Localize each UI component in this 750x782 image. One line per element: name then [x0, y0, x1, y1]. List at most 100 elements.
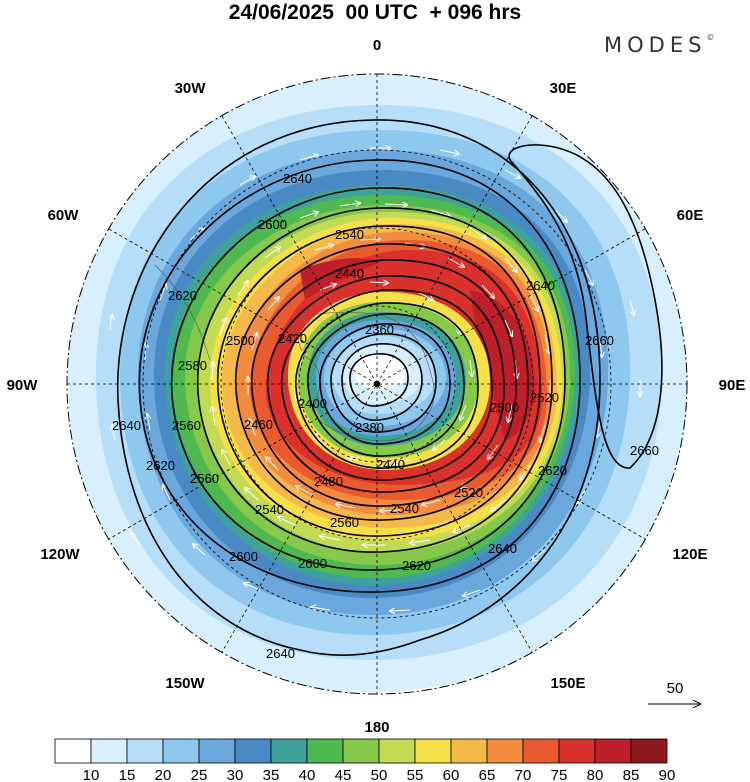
- colorbar-swatch: [594, 738, 632, 764]
- contour-label-2560-left: 2560: [190, 471, 219, 486]
- core-10: [354, 354, 406, 390]
- colorbar-tick-label: 90: [659, 767, 676, 782]
- contour-2500: [266, 275, 505, 493]
- contour-label-2600-left: 2600: [229, 549, 258, 564]
- colorbar-swatch: [630, 738, 668, 764]
- colorbar-tick-label: 35: [263, 767, 280, 782]
- contour-2380: [341, 343, 423, 421]
- lon-label-150w: 150W: [165, 675, 205, 692]
- wind-speed-shading: [67, 74, 687, 692]
- contour-label-2540-bottom: 2540: [390, 501, 419, 516]
- contour-label-2560-bottom: 2560: [330, 515, 359, 530]
- meridian-60e-120w: [108, 228, 646, 540]
- contour-2420: [319, 323, 451, 445]
- meridian-60w-120e: [108, 228, 646, 540]
- contour-2560: [217, 225, 541, 537]
- colorbar-swatch: [126, 738, 164, 764]
- lon-label-30e: 30E: [550, 80, 577, 97]
- brand-text: MODES: [604, 33, 707, 57]
- colorbar-tick-label: 60: [443, 767, 460, 782]
- colorbar-swatch: [378, 738, 416, 764]
- lon-label-150e: 150E: [550, 675, 585, 692]
- contour-label-2640-bottom: 2640: [266, 646, 295, 661]
- lon-label-90e: 90E: [719, 377, 746, 394]
- contour-label-2500-right: 2500: [490, 400, 519, 415]
- map-border: [66, 73, 688, 695]
- contour-label-2480: 2480: [314, 474, 343, 489]
- contour-2460: [295, 302, 479, 469]
- colorbar-swatch: [270, 738, 308, 764]
- colorbar-tick-label: 50: [371, 767, 388, 782]
- copyright-mark: ©: [706, 33, 715, 42]
- colorbar-tick-label: 45: [335, 767, 352, 782]
- contour-label-2600-top: 2600: [258, 217, 287, 232]
- contour-label-2640-south: 2640: [488, 541, 517, 556]
- contour-label-2520-right: 2520: [530, 390, 559, 405]
- contour-label-2640-west: 2640: [112, 418, 141, 433]
- graticule: [67, 74, 687, 694]
- contour-2520: [250, 259, 517, 507]
- height-contours: [117, 119, 663, 656]
- map-disk: [67, 74, 687, 694]
- colorbar-swatch: [486, 738, 524, 764]
- colorbar-tick-label: 55: [407, 767, 424, 782]
- contour-label-2460: 2460: [244, 417, 273, 432]
- contour-label-2620-bottom: 2620: [402, 558, 431, 573]
- colorbar-swatch: [414, 738, 452, 764]
- contour-labels: 2640 2600 2540 2440 2360 2380 2400 2420 …: [112, 171, 659, 661]
- contour-label-2640-top: 2640: [283, 171, 312, 186]
- contour-label-2360: 2360: [365, 322, 394, 337]
- contour-label-2640-right: 2640: [526, 278, 555, 293]
- contour-2400: [330, 333, 437, 433]
- contour-label-2620-left: 2620: [146, 458, 175, 473]
- chart-title: 24/06/2025 00 UTC + 096 hrs: [228, 1, 522, 24]
- lon-label-0: 0: [373, 37, 381, 54]
- lon-label-120w: 120W: [40, 546, 80, 563]
- contour-2480: [280, 289, 493, 481]
- contour-label-2540-top: 2540: [335, 227, 364, 242]
- colorbar-tick-label: 75: [551, 767, 568, 782]
- longitude-labels: 0 30E 60E 90E 120E 150E 180 150W 120W 90…: [7, 37, 746, 736]
- colorbar-tick-label: 20: [155, 767, 172, 782]
- colorbar-swatch: [90, 738, 128, 764]
- colorbar-swatch: [306, 738, 344, 764]
- contour-2600: [170, 187, 566, 571]
- colorbar-swatch: [54, 738, 92, 764]
- meridian-30e-150w: [221, 115, 533, 653]
- colorbar-tick-label: 10: [83, 767, 100, 782]
- contour-label-2660-lower: 2660: [630, 443, 659, 458]
- brand-logo: MODES©: [604, 33, 714, 57]
- contour-label-2400: 2400: [298, 396, 327, 411]
- contour-2540: [234, 243, 529, 521]
- lon-label-120e: 120E: [672, 546, 707, 563]
- contour-2580: [197, 207, 553, 553]
- colorbar-swatch: [558, 738, 596, 764]
- contour-label-2440-top: 2440: [335, 266, 364, 281]
- lon-label-60e: 60E: [677, 207, 704, 224]
- colorbar-swatch: [198, 738, 236, 764]
- contour-2360: [349, 353, 409, 407]
- contour-label-2380: 2380: [355, 420, 384, 435]
- colorbar-tick-label: 30: [227, 767, 244, 782]
- contour-2620: [138, 159, 581, 593]
- contour-label-2620-right: 2620: [538, 463, 567, 478]
- colorbar-tick-label: 25: [191, 767, 208, 782]
- colorbar-swatch: [522, 738, 560, 764]
- contour-label-2560-west: 2560: [172, 418, 201, 433]
- reference-vector: 50: [648, 680, 700, 704]
- parallel-80s: [298, 305, 456, 463]
- lon-label-90w: 90W: [7, 377, 39, 394]
- wind-vectors: [110, 148, 640, 611]
- colorbar-tick-label: 65: [479, 767, 496, 782]
- colorbar-tick-label: 70: [515, 767, 532, 782]
- reference-vector-label: 50: [667, 680, 684, 697]
- contour-label-2440-bottom: 2440: [376, 457, 405, 472]
- colorbar-swatch: [234, 738, 272, 764]
- colorbar-tick-label: 40: [299, 767, 316, 782]
- lon-label-30w: 30W: [175, 80, 207, 97]
- parallel-60s: [142, 149, 612, 619]
- colorbar: 10 15 20 25 30 35 40 45 50 55 60 65 70 75 80 85 90: [54, 738, 676, 782]
- contour-2440: [307, 313, 465, 457]
- contour-label-2600-bottom: 2600: [298, 556, 327, 571]
